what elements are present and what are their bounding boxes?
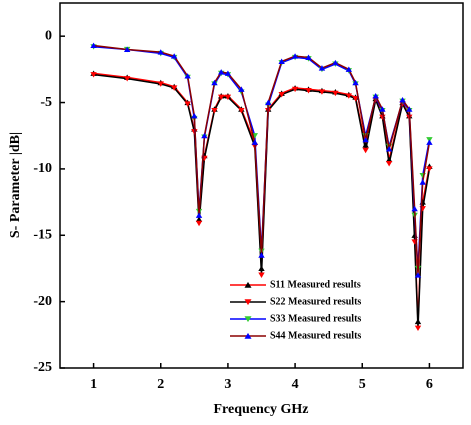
data-point bbox=[201, 132, 208, 139]
data-point bbox=[362, 136, 369, 143]
data-point bbox=[90, 42, 97, 49]
x-tick-label: 4 bbox=[292, 377, 299, 392]
data-point bbox=[251, 139, 258, 145]
data-point bbox=[170, 85, 178, 91]
legend-marker bbox=[244, 299, 252, 306]
y-tick-label: -15 bbox=[33, 227, 52, 242]
data-point bbox=[291, 53, 299, 59]
data-point bbox=[258, 272, 265, 278]
data-point bbox=[385, 161, 393, 167]
data-point bbox=[123, 46, 131, 53]
x-tick-label: 3 bbox=[224, 377, 231, 392]
data-point bbox=[195, 220, 203, 227]
legend-label: S33 Measured results bbox=[270, 313, 361, 324]
data-point bbox=[426, 166, 433, 172]
data-point bbox=[224, 94, 232, 101]
plot-frame bbox=[59, 2, 464, 369]
x-axis-label: Frequency GHz bbox=[213, 402, 308, 417]
x-tick-label: 2 bbox=[157, 377, 164, 392]
series-line bbox=[93, 73, 431, 329]
legend-marker bbox=[244, 316, 252, 323]
data-point bbox=[372, 93, 379, 99]
data-point bbox=[238, 107, 245, 114]
data-point bbox=[157, 49, 164, 55]
series-line bbox=[93, 44, 431, 276]
data-point bbox=[278, 58, 285, 64]
x-tick-label: 5 bbox=[359, 377, 366, 392]
data-point bbox=[278, 92, 285, 98]
y-tick-label: -5 bbox=[40, 95, 52, 110]
legend-label: S44 Measured results bbox=[270, 330, 361, 341]
data-point bbox=[265, 99, 272, 106]
data-point bbox=[195, 212, 203, 218]
data-point bbox=[184, 101, 191, 107]
x-tick-label: 1 bbox=[90, 377, 97, 392]
data-point bbox=[414, 325, 422, 332]
data-point bbox=[362, 142, 369, 148]
data-point bbox=[419, 172, 426, 179]
legend-label: S22 Measured results bbox=[270, 296, 361, 307]
data-point bbox=[191, 112, 198, 119]
data-point bbox=[414, 272, 422, 278]
data-point bbox=[385, 146, 393, 152]
data-point bbox=[332, 59, 339, 66]
y-tick-label: 0 bbox=[45, 28, 52, 43]
y-tick-label: -20 bbox=[33, 294, 52, 309]
data-point bbox=[218, 94, 225, 101]
data-point bbox=[318, 65, 326, 71]
data-point bbox=[426, 139, 433, 145]
data-point bbox=[379, 106, 386, 112]
data-point bbox=[211, 107, 218, 114]
data-point bbox=[419, 179, 426, 185]
data-point bbox=[411, 205, 418, 212]
data-point bbox=[399, 97, 406, 103]
data-point bbox=[218, 69, 225, 75]
y-tick-label: -25 bbox=[33, 360, 52, 375]
data-point bbox=[211, 79, 218, 86]
y-axis-label: S- Parameter |dB| bbox=[8, 132, 23, 238]
data-point bbox=[238, 86, 245, 92]
y-tick-label: -10 bbox=[33, 161, 52, 176]
data-point bbox=[184, 73, 191, 79]
data-point bbox=[90, 72, 97, 78]
data-point bbox=[123, 76, 131, 82]
data-point bbox=[224, 70, 232, 76]
data-point bbox=[258, 252, 265, 258]
data-point bbox=[305, 54, 312, 60]
data-point bbox=[305, 88, 312, 94]
data-point bbox=[345, 66, 353, 72]
data-point bbox=[419, 199, 426, 205]
data-point bbox=[345, 93, 353, 99]
data-point bbox=[318, 89, 326, 95]
legend-marker bbox=[244, 281, 252, 288]
data-point bbox=[157, 81, 164, 87]
data-point bbox=[291, 86, 299, 93]
legend-label: S11 Measured results bbox=[270, 279, 361, 290]
x-tick-label: 6 bbox=[426, 377, 433, 392]
data-point bbox=[352, 96, 359, 102]
data-point bbox=[362, 147, 369, 154]
data-point bbox=[170, 53, 178, 59]
data-point bbox=[406, 106, 413, 112]
data-point bbox=[332, 90, 339, 97]
data-point bbox=[352, 79, 359, 86]
legend-marker bbox=[244, 332, 252, 339]
